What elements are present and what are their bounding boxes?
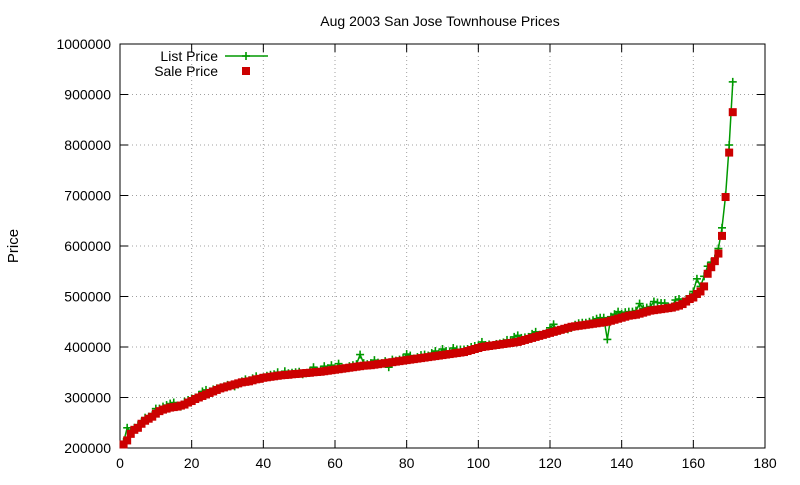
sale-price-point: [728, 108, 737, 117]
x-tick-label: 20: [184, 455, 200, 471]
y-axis-label: Price: [5, 229, 22, 263]
x-tick-label: 160: [682, 455, 706, 471]
list-price-point: [603, 335, 612, 344]
sale-price-point: [119, 440, 128, 449]
sale-price-point: [123, 436, 132, 445]
sale-price-point: [714, 249, 723, 258]
y-tick-label: 1000000: [56, 36, 111, 52]
list-price-point: [635, 299, 644, 308]
sale-price-point: [126, 429, 135, 438]
list-price-point: [356, 350, 365, 359]
x-tick-label: 120: [538, 455, 562, 471]
list-price-point: [725, 141, 734, 149]
data-layer: [119, 77, 737, 449]
y-tick-label: 400000: [64, 339, 111, 355]
x-tick-label: 80: [399, 455, 415, 471]
sale-price-point: [703, 269, 712, 278]
sale-price-point: [710, 257, 719, 266]
x-tick-label: 140: [610, 455, 634, 471]
chart-title: Aug 2003 San Jose Townhouse Prices: [320, 13, 559, 29]
x-tick-label: 180: [753, 455, 777, 471]
list-price-point: [718, 223, 726, 232]
x-tick-label: 60: [327, 455, 343, 471]
sale-price-point: [707, 263, 716, 272]
list-price-point: [692, 274, 701, 283]
legend-marker-list-price: [242, 52, 250, 60]
y-tick-label: 700000: [64, 188, 111, 204]
legend-marker-sale-price: [242, 67, 250, 75]
sale-price-point: [696, 287, 705, 296]
sale-price-point: [700, 282, 709, 291]
list-price-point: [728, 77, 737, 86]
sale-price-point: [725, 148, 734, 157]
axis-ticks: 200000 300000 400000 500000 600000 700000 8000…: [56, 36, 776, 471]
x-tick-label: 100: [467, 455, 491, 471]
y-tick-label: 200000: [64, 440, 111, 456]
y-tick-label: 500000: [64, 289, 111, 305]
x-tick-label: 40: [256, 455, 272, 471]
sale-price-point: [133, 423, 142, 432]
sale-price-point: [721, 193, 730, 202]
y-tick-label: 600000: [64, 238, 111, 254]
legend-label-list-price: List Price: [160, 48, 218, 64]
y-tick-label: 800000: [64, 137, 111, 153]
list-price-point: [649, 297, 658, 306]
y-tick-label: 300000: [64, 390, 111, 406]
y-tick-label: 900000: [64, 87, 111, 103]
sale-price-point: [718, 231, 726, 240]
legend-label-sale-price: Sale Price: [154, 63, 218, 79]
x-tick-label: 0: [116, 455, 124, 471]
